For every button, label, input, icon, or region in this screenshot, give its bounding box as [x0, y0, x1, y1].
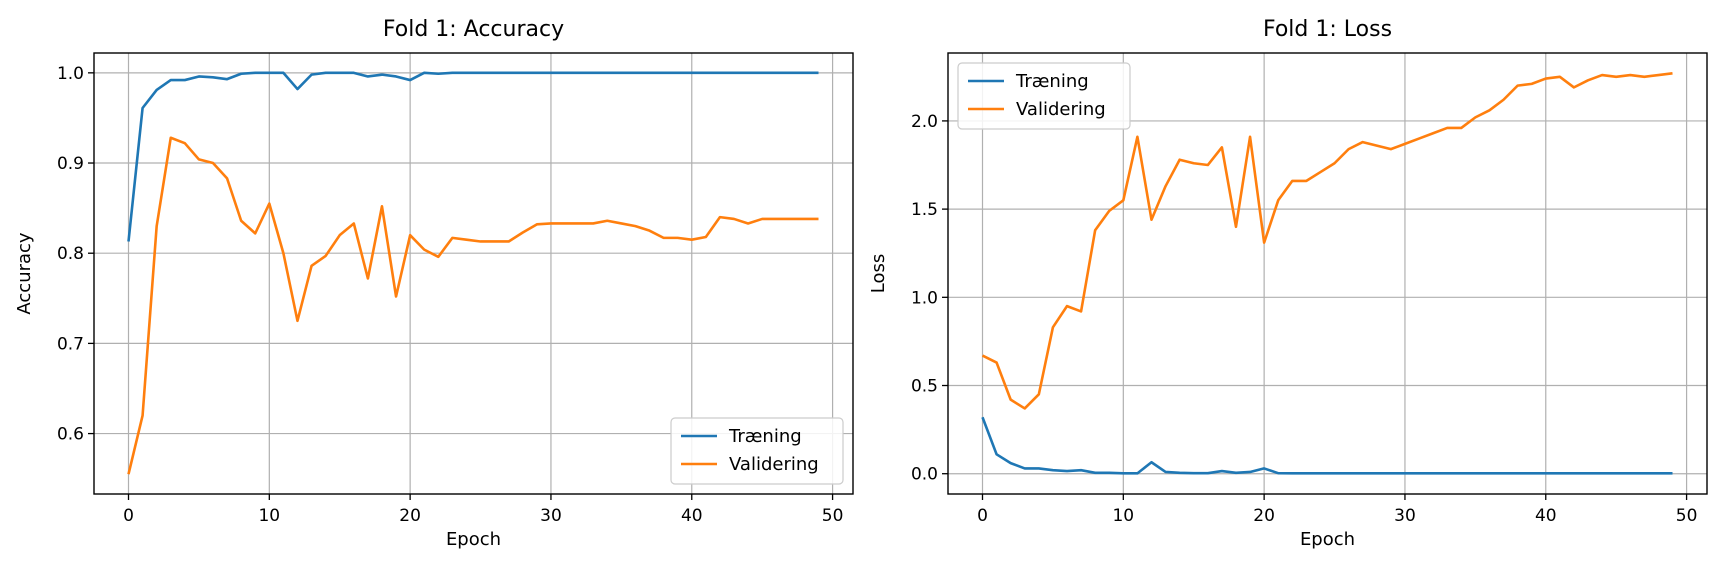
y-tick-label: 2.0: [911, 112, 938, 132]
grid: [94, 53, 853, 494]
series-line-validering: [127, 136, 819, 475]
x-tick-label: 10: [258, 506, 280, 526]
x-tick-label: 0: [123, 506, 134, 526]
legend-label-validering: Validering: [1016, 99, 1106, 120]
legend-label-traening: Træning: [1015, 71, 1089, 92]
y-tick-label: 1.0: [911, 288, 938, 308]
y-tick-label: 0.5: [911, 377, 938, 397]
chart-title: Fold 1: Loss: [1263, 17, 1392, 42]
y-tick-label: 1.5: [911, 200, 938, 220]
legend-box: [670, 417, 844, 485]
y-tick-label: 0.6: [57, 425, 84, 445]
plot-frame: [947, 52, 1708, 495]
series-line-traening: [127, 71, 819, 242]
plot-frame: [93, 52, 854, 495]
legend-box: [957, 62, 1131, 130]
y-axis-label: Accuracy: [14, 232, 35, 315]
y-tick-label: 0.0: [911, 465, 938, 485]
series-line-traening: [981, 416, 1673, 475]
legend-label-traening: Træning: [728, 426, 802, 447]
legend-label-validering: Validering: [729, 454, 819, 475]
x-tick-label: 20: [399, 506, 421, 526]
x-tick-label: 20: [1253, 506, 1275, 526]
legend: Træning Validering: [670, 417, 844, 485]
legend: Træning Validering: [957, 62, 1131, 130]
y-tick-label: 1.0: [57, 64, 84, 84]
series-line-validering: [981, 72, 1673, 410]
x-tick-label: 50: [822, 506, 844, 526]
series-group: [127, 71, 819, 475]
accuracy-chart: Fold 1: Accuracy Epoch Accuracy 0 10 20 30 4…: [14, 17, 854, 550]
chart-title: Fold 1: Accuracy: [383, 17, 564, 42]
x-tick-label: 40: [681, 506, 703, 526]
y-tick-label: 0.9: [57, 154, 84, 174]
y-tick-label: 0.7: [57, 334, 84, 354]
x-tick-label: 30: [1394, 506, 1416, 526]
series-group: [981, 72, 1673, 475]
y-tick-label: 0.8: [57, 244, 84, 264]
y-axis-label: Loss: [868, 254, 889, 293]
x-axis-label: Epoch: [1300, 529, 1355, 550]
x-tick-label: 0: [977, 506, 988, 526]
loss-chart: Fold 1: Loss Epoch Loss 0 10 20 30 40 50 0.0 0.…: [868, 17, 1708, 550]
x-tick-label: 30: [540, 506, 562, 526]
x-tick-label: 50: [1676, 506, 1698, 526]
x-axis-label: Epoch: [446, 529, 501, 550]
x-tick-label: 10: [1112, 506, 1134, 526]
x-tick-label: 40: [1535, 506, 1557, 526]
